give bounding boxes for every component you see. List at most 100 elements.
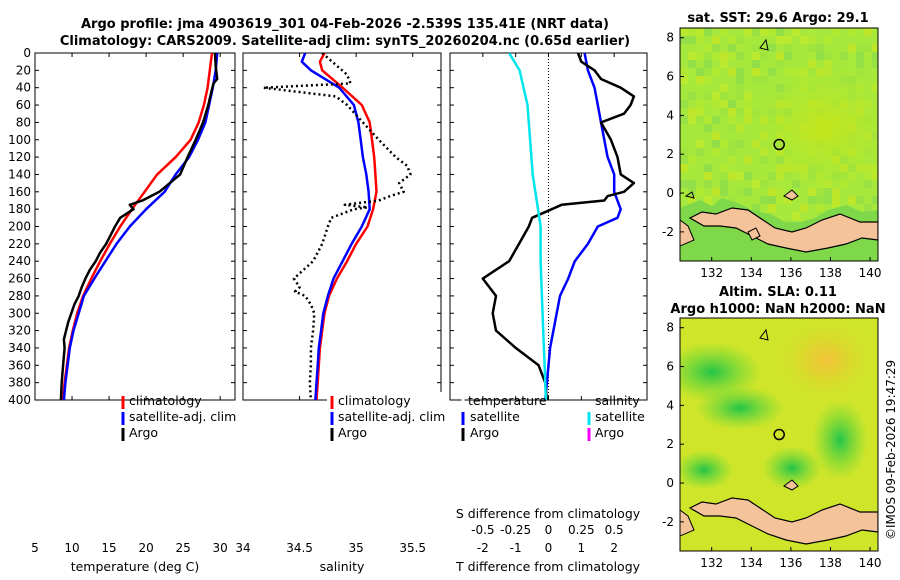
- new-guinea-land: [688, 497, 878, 545]
- longitude-tick-label: 138: [819, 266, 842, 280]
- legend-label-argo: Argo: [129, 425, 158, 440]
- depth-tick-label: 160: [8, 185, 31, 199]
- depth-tick-label: 0: [23, 46, 31, 60]
- depth-tick-label: 140: [8, 167, 31, 181]
- temperature-panel: 5 10 15 20 25 30 0 20 40 60 80 100 120 140 160 180 200 2…: [8, 46, 236, 574]
- land-west: [680, 509, 695, 537]
- island-north: [783, 479, 799, 491]
- s-diff-tick-label: 0: [545, 523, 553, 537]
- argo-position-marker: [773, 428, 785, 441]
- legend-label-s-satellite: satellite: [595, 409, 645, 424]
- temperature-axis-label: temperature (deg C): [71, 559, 200, 574]
- x-tick-label: -1: [510, 541, 522, 555]
- x-tick-label: 25: [176, 541, 191, 555]
- depth-tick-label: 200: [8, 220, 31, 234]
- difference-panel: -2 -1 0 1 2 -0.5 -0.25 0 0.25 0.5 T difference f…: [449, 52, 648, 574]
- series-t-satellite: [543, 53, 622, 400]
- x-tick-label: 5: [31, 541, 39, 555]
- legend-label-s-argo: Argo: [595, 425, 624, 440]
- series-t-argo: [481, 53, 636, 400]
- depth-tick-label: 40: [16, 81, 31, 95]
- temperature-legend: climatology satellite-adj. clim Argo: [121, 393, 236, 441]
- sla-map: Altim. SLA: 0.11 Argo h1000: NaN h2000: …: [662, 285, 886, 570]
- depth-tick-label: 120: [8, 150, 31, 164]
- depth-tick-label: 400: [8, 393, 31, 407]
- latitude-tick-label: 0: [666, 476, 674, 490]
- legend-label-climatology: climatology: [129, 393, 202, 408]
- x-tick-label: 34: [235, 541, 250, 555]
- depth-tick-label: 380: [8, 376, 31, 390]
- x-tick-label: 0: [545, 541, 553, 555]
- sla-map-subtitle: Argo h1000: NaN h2000: NaN: [670, 302, 885, 317]
- x-tick-label: 15: [101, 541, 116, 555]
- depth-tick-label: 360: [8, 358, 31, 372]
- s-diff-tick-label: 0.5: [605, 523, 624, 537]
- x-tick-label: 30: [213, 541, 228, 555]
- latitude-tick-label: 6: [666, 360, 674, 374]
- depth-tick-label: 280: [8, 289, 31, 303]
- longitude-tick-label: 140: [859, 266, 882, 280]
- depth-tick-label: 340: [8, 341, 31, 355]
- title-line-2: Climatology: CARS2009. Satellite-adj cli…: [60, 34, 630, 49]
- latitude-tick-label: 4: [666, 108, 674, 122]
- legend-label-salinity: salinity: [595, 393, 640, 408]
- difference-legend: temperature satellite Argo salinity sate…: [461, 393, 645, 441]
- s-diff-tick-label: 0.25: [568, 523, 595, 537]
- s-diff-tick-label: -0.25: [500, 523, 531, 537]
- depth-tick-label: 240: [8, 254, 31, 268]
- legend-label-climatology: climatology: [338, 393, 411, 408]
- legend-label-argo: Argo: [338, 425, 367, 440]
- depth-tick-label: 300: [8, 306, 31, 320]
- longitude-tick-label: 132: [700, 556, 723, 570]
- sla-map-title: Altim. SLA: 0.11: [719, 285, 837, 300]
- longitude-tick-label: 134: [740, 556, 763, 570]
- series-argo: [59, 53, 219, 400]
- latitude-tick-label: 0: [666, 186, 674, 200]
- longitude-tick-label: 138: [819, 556, 842, 570]
- x-tick-label: 35.5: [399, 541, 426, 555]
- island-north: [783, 189, 799, 201]
- x-tick-label: 34.5: [286, 541, 313, 555]
- legend-label-temperature: temperature: [468, 393, 547, 408]
- s-difference-axis-label: S difference from climatology: [456, 506, 641, 521]
- longitude-tick-label: 134: [740, 266, 763, 280]
- watermark: ©IMOS 09-Feb-2026 19:47:29: [884, 360, 898, 540]
- depth-tick-label: 80: [16, 115, 31, 129]
- x-tick-label: 1: [578, 541, 586, 555]
- legend-label-t-satellite: satellite: [470, 409, 520, 424]
- sst-map: sat. SST: 29.6 Argo: 29.1 132 134 136 138 14…: [662, 11, 882, 280]
- longitude-tick-label: 136: [779, 266, 802, 280]
- latitude-tick-label: 8: [666, 31, 674, 45]
- legend-label-t-argo: Argo: [470, 425, 499, 440]
- longitude-tick-label: 136: [779, 556, 802, 570]
- salinity-panel: 34 34.5 35 35.5 salinity climatology satell…: [235, 52, 445, 574]
- depth-tick-label: 220: [8, 237, 31, 251]
- sst-map-title: sat. SST: 29.6 Argo: 29.1: [687, 11, 868, 26]
- title-line-1: Argo profile: jma 4903619_301 04-Feb-202…: [81, 17, 609, 32]
- x-tick-label: 20: [138, 541, 153, 555]
- latitude-tick-label: 6: [666, 70, 674, 84]
- depth-tick-label: 180: [8, 202, 31, 216]
- x-tick-label: 35: [349, 541, 364, 555]
- latitude-tick-label: 2: [666, 147, 674, 161]
- latitude-tick-label: 2: [666, 437, 674, 451]
- salinity-legend: climatology satellite-adj. clim Argo: [327, 392, 445, 444]
- latitude-tick-label: 4: [666, 398, 674, 412]
- legend-label-satellite: satellite-adj. clim: [129, 409, 236, 424]
- s-diff-tick-label: -0.5: [471, 523, 494, 537]
- longitude-tick-label: 132: [700, 266, 723, 280]
- depth-tick-label: 100: [8, 133, 31, 147]
- argo-position-marker: [773, 138, 785, 151]
- salinity-axis-label: salinity: [320, 559, 365, 574]
- x-tick-label: 2: [610, 541, 618, 555]
- legend-label-satellite: satellite-adj. clim: [338, 409, 445, 424]
- x-tick-label: -2: [477, 541, 489, 555]
- latitude-tick-label: -2: [662, 515, 674, 529]
- land-west: [680, 219, 695, 247]
- depth-tick-label: 320: [8, 324, 31, 338]
- depth-tick-label: 60: [16, 98, 31, 112]
- series-satellite-adj-clim: [300, 53, 371, 400]
- x-tick-label: 10: [64, 541, 79, 555]
- t-difference-axis-label: T difference from climatology: [455, 559, 641, 574]
